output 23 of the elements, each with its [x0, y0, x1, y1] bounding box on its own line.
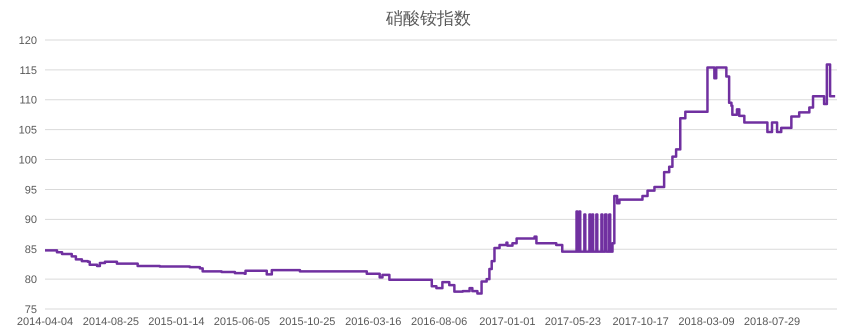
x-tick-label: 2015-10-25	[279, 316, 336, 328]
x-tick-label: 2017-01-01	[479, 316, 536, 328]
x-tick-label: 2014-04-04	[16, 316, 74, 328]
chart-title: 硝酸铵指数	[385, 8, 472, 30]
x-tick-label: 2016-03-16	[345, 316, 402, 328]
x-tick-label: 2015-06-05	[214, 316, 270, 328]
y-tick-label: 120	[18, 34, 37, 47]
y-tick-label: 115	[19, 64, 37, 77]
y-tick-label: 90	[24, 214, 37, 226]
x-tick-label: 2018-03-09	[678, 316, 735, 328]
y-tick-label: 85	[24, 244, 37, 256]
x-tick-label: 2014-08-25	[82, 316, 140, 328]
y-tick-label: 95	[24, 184, 37, 196]
x-tick-label: 2016-08-06	[411, 316, 468, 328]
y-tick-label: 100	[18, 154, 37, 166]
x-tick-label: 2017-10-17	[612, 316, 669, 328]
y-tick-label: 75	[24, 304, 37, 316]
x-tick-label: 2015-01-14	[148, 316, 205, 328]
y-tick-label: 110	[19, 94, 37, 107]
y-tick-label: 80	[24, 274, 37, 286]
x-tick-label: 2018-07-29	[744, 316, 800, 328]
x-tick-label: 2017-05-23	[544, 316, 601, 328]
y-tick-label: 105	[18, 124, 37, 137]
